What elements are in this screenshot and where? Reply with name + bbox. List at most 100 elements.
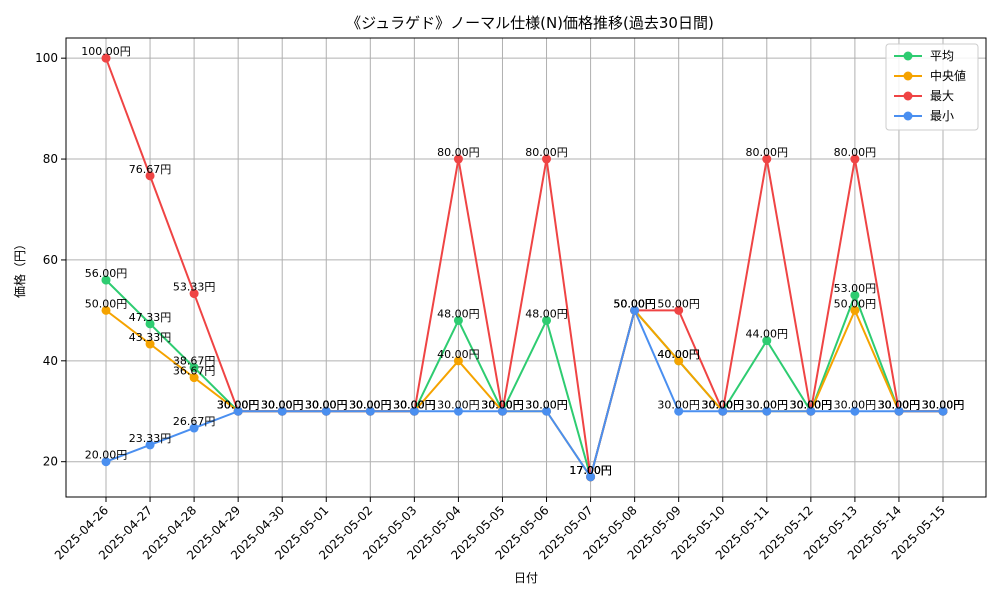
series-3-point: [189, 423, 199, 433]
series-3-point: [233, 406, 243, 416]
series-2-data-label: 30.00円: [790, 398, 833, 411]
series-1-point: [850, 305, 860, 315]
series-3-data-label: 30.00円: [701, 398, 744, 411]
series-0-data-label: 30.00円: [217, 398, 260, 411]
series-0-data-label: 30.00円: [393, 398, 436, 411]
series-2-point: [145, 171, 155, 181]
series-3-data-label: 30.00円: [437, 398, 480, 411]
series-1-data-label: 30.00円: [701, 398, 744, 411]
series-2-data-label: 76.67円: [129, 163, 172, 176]
series-3-point: [542, 406, 552, 416]
series-1-data-label: 30.00円: [349, 398, 392, 411]
series-3-data-label: 20.00円: [85, 449, 128, 462]
y-tick-label: 20: [43, 455, 58, 469]
series-3-data-label: 30.00円: [305, 398, 348, 411]
series-1-point: [101, 305, 111, 315]
series-0-point: [850, 290, 860, 300]
series-0-data-label: 44.00円: [746, 328, 789, 341]
series-1-data-label: 30.00円: [922, 398, 965, 411]
series-1-point: [453, 356, 463, 366]
series-2-point: [453, 154, 463, 164]
series-0-data-label: 30.00円: [922, 398, 965, 411]
series-0-data-label: 30.00円: [878, 398, 921, 411]
series-0-data-label: 47.33円: [129, 311, 172, 324]
series-3-point: [762, 406, 772, 416]
series-1-data-label: 30.00円: [746, 398, 789, 411]
series-1-data-label: 30.00円: [790, 398, 833, 411]
series-3-data-label: 30.00円: [481, 398, 524, 411]
series-2-data-label: 80.00円: [834, 146, 877, 159]
series-3-point: [321, 406, 331, 416]
series-0-data-label: 30.00円: [790, 398, 833, 411]
series-3-data-label: 30.00円: [922, 398, 965, 411]
series-1-data-label: 50.00円: [834, 297, 877, 310]
series-3-data-label: 50.00円: [613, 297, 656, 310]
series-2-point: [189, 289, 199, 299]
series-3-data-label: 26.67円: [173, 415, 216, 428]
series-0-point: [762, 336, 772, 346]
series-1-data-label: 30.00円: [261, 398, 304, 411]
series-0-data-label: 17.00円: [569, 464, 612, 477]
series-3-point: [630, 305, 640, 315]
legend-swatch-marker: [903, 111, 913, 121]
series-3-data-label: 30.00円: [261, 398, 304, 411]
legend-swatch-marker: [903, 71, 913, 81]
series-0-point: [189, 363, 199, 373]
series-3-point: [365, 406, 375, 416]
series-2-data-label: 30.00円: [261, 398, 304, 411]
series-2-data-label: 30.00円: [481, 398, 524, 411]
y-tick-label: 80: [43, 152, 58, 166]
series-3-point: [718, 406, 728, 416]
series-3-point: [497, 406, 507, 416]
series-3-point: [101, 457, 111, 467]
series-2-data-label: 30.00円: [922, 398, 965, 411]
series-1-point: [189, 373, 199, 383]
series-1-data-label: 30.00円: [305, 398, 348, 411]
series-0-data-label: 38.67円: [173, 355, 216, 368]
y-tick-label: 100: [35, 51, 58, 65]
series-group: [101, 53, 948, 482]
series-2-data-label: 30.00円: [393, 398, 436, 411]
series-2-data-label: 100.00円: [81, 45, 131, 58]
series-3-data-label: 30.00円: [790, 398, 833, 411]
series-2-data-label: 50.00円: [613, 297, 656, 310]
series-1-data-label: 50.00円: [613, 297, 656, 310]
series-2-data-label: 80.00円: [746, 146, 789, 159]
series-0-data-label: 40.00円: [657, 348, 700, 361]
series-1-data-label: 40.00円: [437, 348, 480, 361]
series-0-data-label: 30.00円: [349, 398, 392, 411]
series-0-data-label: 53.00円: [834, 282, 877, 295]
series-0-data-label: 30.00円: [701, 398, 744, 411]
series-2-point: [850, 154, 860, 164]
series-3-point: [586, 472, 596, 482]
series-2-data-label: 30.00円: [349, 398, 392, 411]
series-3-data-label: 30.00円: [217, 398, 260, 411]
series-3-data-label: 30.00円: [525, 398, 568, 411]
series-3-point: [453, 406, 463, 416]
series-0-data-label: 48.00円: [525, 307, 568, 320]
series-3-data-label: 30.00円: [657, 398, 700, 411]
series-0-point: [542, 315, 552, 325]
series-0-data-label: 30.00円: [305, 398, 348, 411]
x-axis-label: 日付: [514, 571, 538, 585]
legend-box: [885, 43, 979, 131]
series-0-point: [101, 275, 111, 285]
y-axis: 20 40 60 80 100: [35, 51, 66, 469]
series-3-point: [409, 406, 419, 416]
series-0-data-label: 30.00円: [481, 398, 524, 411]
chart-title: 《ジュラゲド》ノーマル仕様(N)価格推移(過去30日間): [346, 14, 714, 32]
series-3-data-label: 23.33円: [129, 432, 172, 445]
series-2-point: [542, 154, 552, 164]
legend-label: 平均: [930, 49, 954, 63]
series-0-point: [453, 315, 463, 325]
legend-swatch-marker: [903, 51, 913, 61]
series-3-point: [850, 406, 860, 416]
series-2-data-label: 30.00円: [701, 398, 744, 411]
series-1-data-label: 30.00円: [878, 398, 921, 411]
y-tick-label: 60: [43, 253, 58, 267]
series-2-data-label: 50.00円: [657, 297, 700, 310]
